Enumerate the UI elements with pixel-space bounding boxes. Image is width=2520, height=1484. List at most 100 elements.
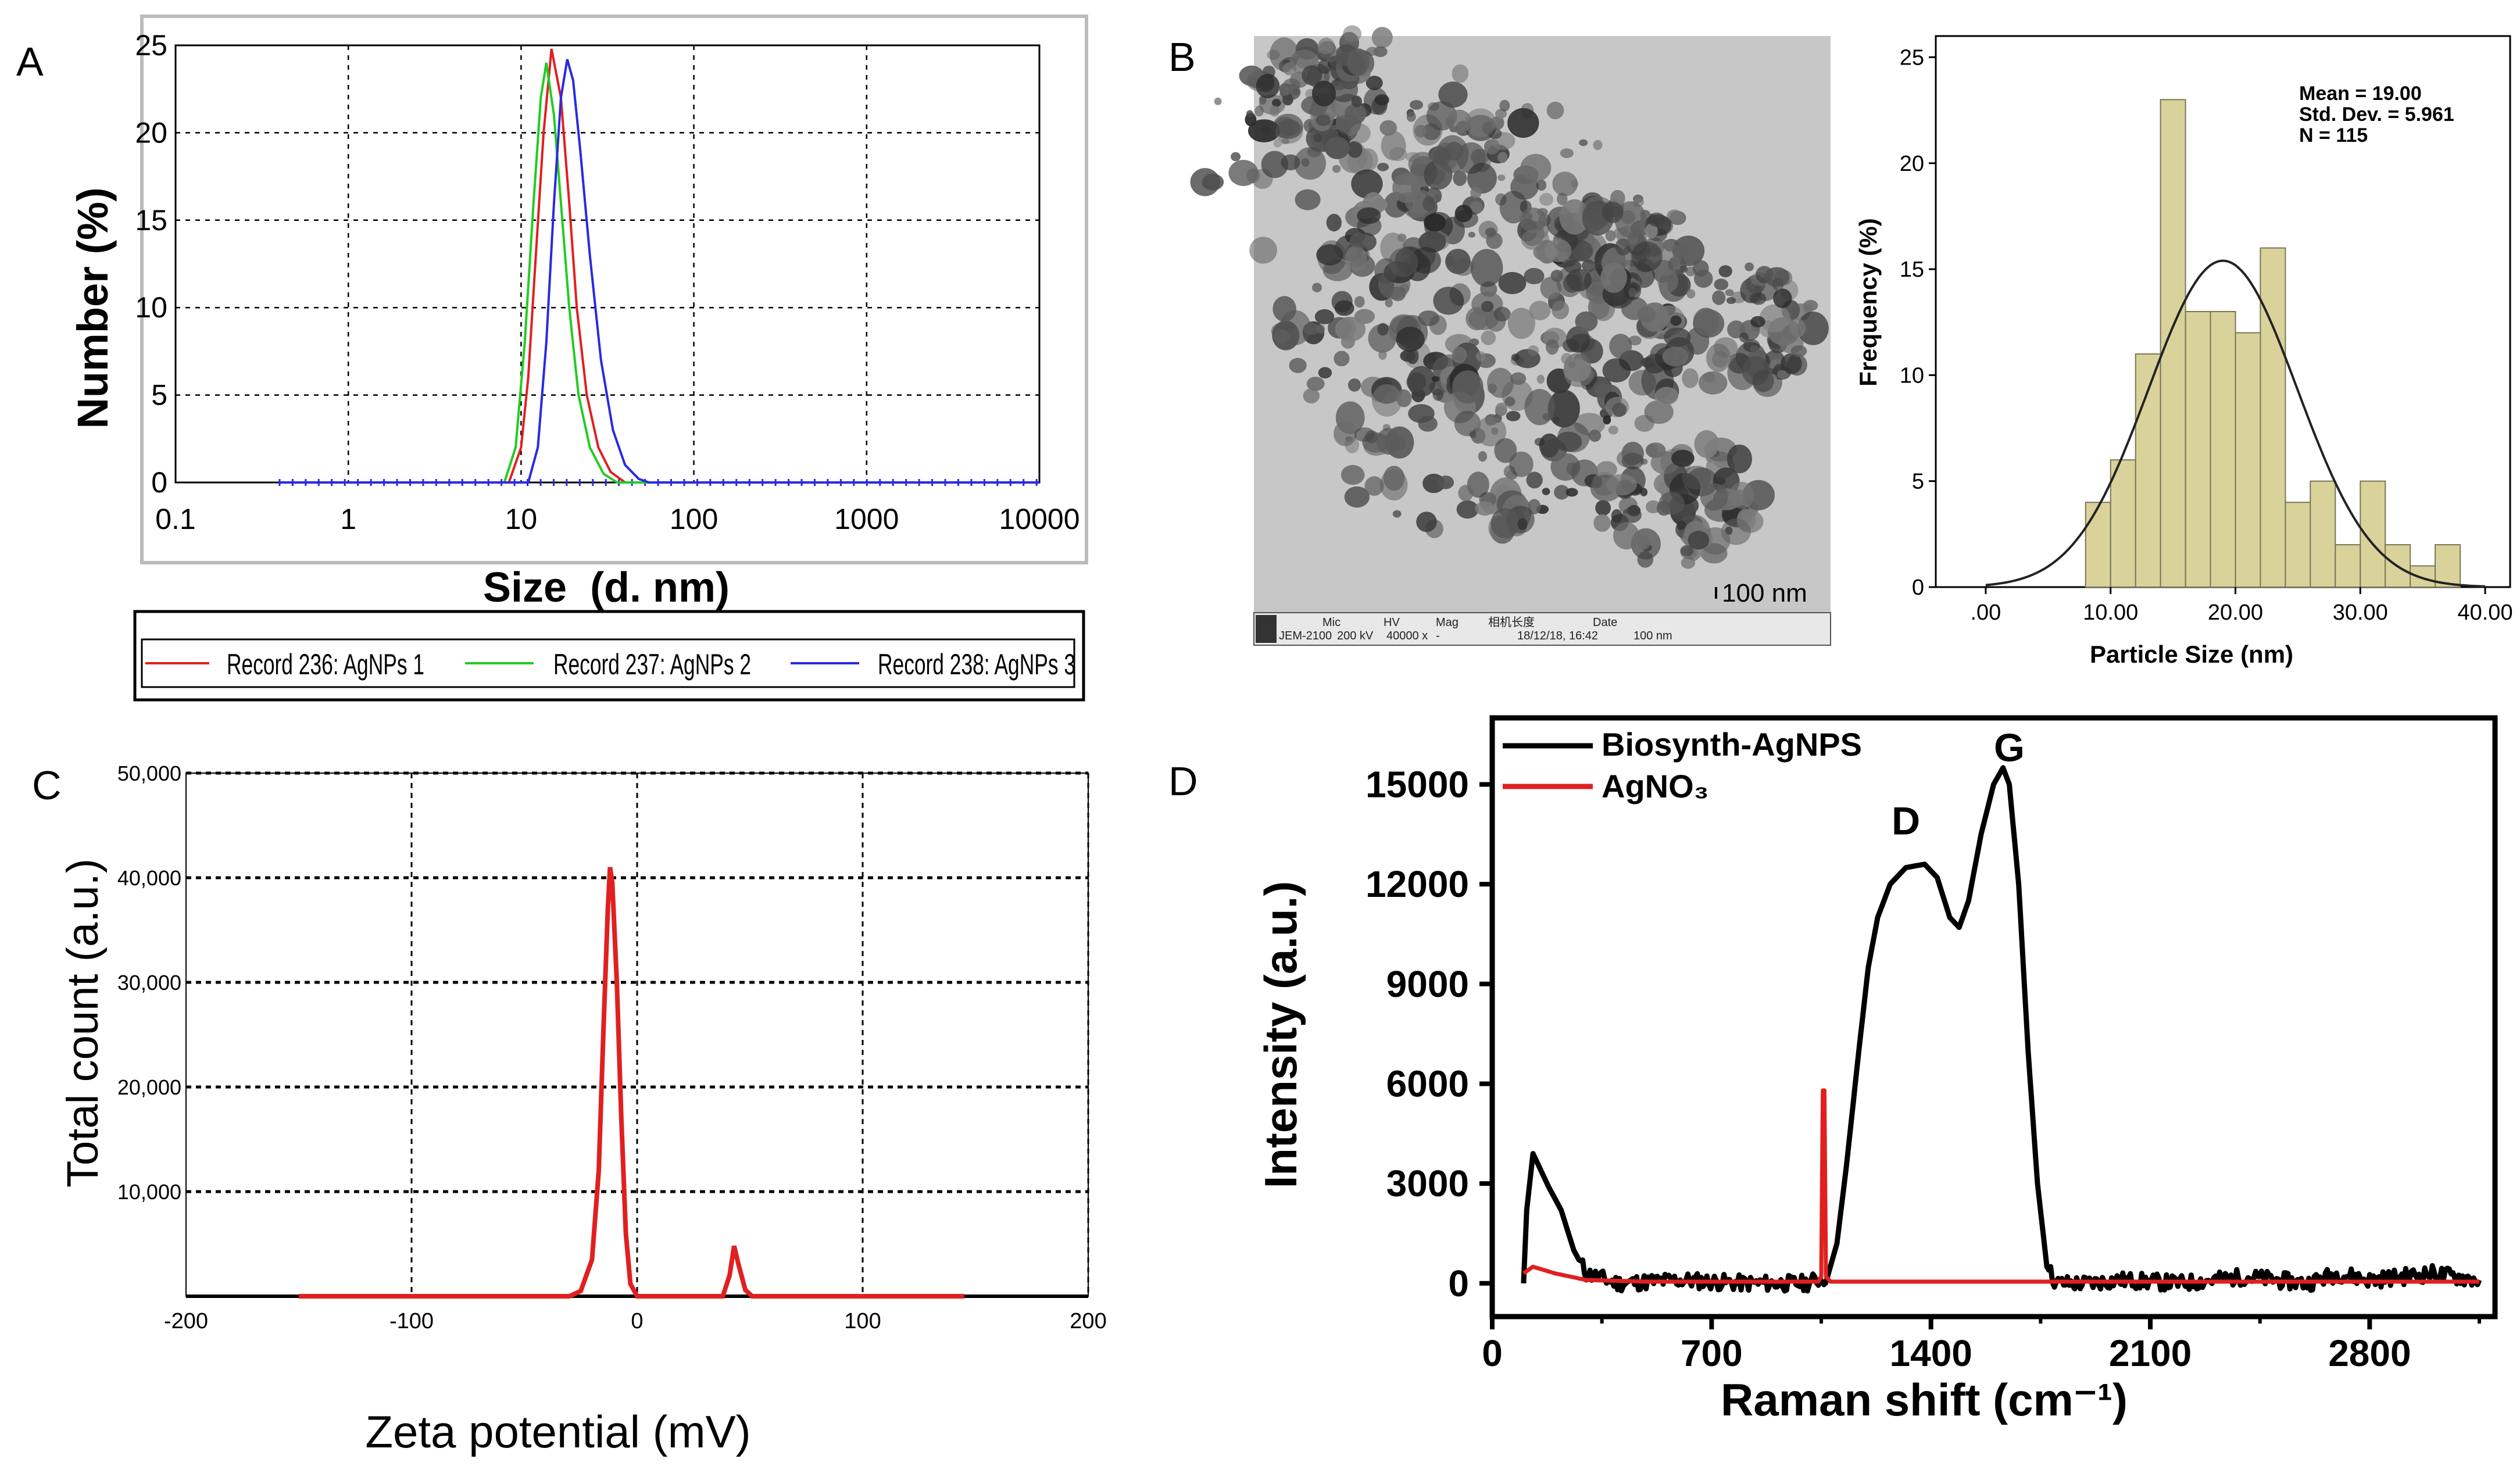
nanoparticle bbox=[1554, 485, 1570, 500]
nanoparticle bbox=[1645, 442, 1666, 458]
nanoparticle bbox=[1475, 416, 1507, 446]
nanoparticle bbox=[1499, 191, 1528, 224]
histogram-bar bbox=[2160, 99, 2186, 588]
histogram-bar bbox=[2110, 459, 2136, 588]
nanoparticle bbox=[1714, 278, 1729, 291]
tem-micrograph: 100 nm Mic HV Mag 相机长度 Date JEM-2100 200 kV 400… bbox=[1190, 25, 1831, 646]
scale-bar: 100 nm bbox=[1715, 579, 1807, 607]
x-tick-label-a: 0.1 bbox=[155, 503, 196, 535]
nanoparticle bbox=[1506, 410, 1521, 421]
nanoparticle bbox=[1383, 466, 1405, 491]
x-axis-label-d: Raman shift (cm⁻¹) bbox=[1721, 1374, 2128, 1425]
histogram-bar bbox=[2435, 544, 2461, 588]
y-tick-label-b: 5 bbox=[1912, 470, 1924, 494]
nanoparticle bbox=[1507, 108, 1539, 138]
nanoparticle bbox=[1406, 111, 1416, 122]
nanoparticle bbox=[1254, 105, 1264, 117]
nanoparticle bbox=[1529, 301, 1551, 320]
nanoparticle bbox=[1490, 508, 1520, 539]
nanoparticle bbox=[1341, 464, 1365, 485]
nanoparticle bbox=[1517, 518, 1528, 530]
y-tick-label-c: 30,000 bbox=[117, 971, 181, 995]
nanoparticle bbox=[1679, 265, 1688, 273]
histogram-bar bbox=[2210, 311, 2236, 588]
scale-bar-label: 100 nm bbox=[1722, 579, 1807, 607]
nanoparticle bbox=[1593, 140, 1603, 151]
nanoparticle bbox=[1318, 367, 1332, 379]
nanoparticle bbox=[1540, 277, 1561, 299]
nanoparticle bbox=[1289, 357, 1307, 373]
nanoparticle bbox=[1385, 426, 1414, 459]
y-tick-label-d: 9000 bbox=[1386, 963, 1469, 1005]
histogram-bar bbox=[2310, 480, 2336, 588]
y-tick-label-c: 50,000 bbox=[117, 761, 181, 785]
panel-label-c: C bbox=[32, 763, 62, 808]
nanoparticle bbox=[1657, 482, 1669, 494]
x-axis-label-c: Zeta potential (mV) bbox=[365, 1406, 750, 1457]
y-tick-label-a: 0 bbox=[151, 466, 167, 499]
legend-label-record-238: Record 238: AgNPs 3 bbox=[878, 648, 1075, 681]
nanoparticle bbox=[1437, 475, 1454, 489]
nanoparticle bbox=[1750, 316, 1765, 328]
nanoparticle bbox=[1256, 74, 1280, 98]
tem-info-value: JEM-2100 bbox=[1279, 630, 1332, 642]
x-tick-label-d: 700 bbox=[1681, 1332, 1743, 1374]
nanoparticle bbox=[1456, 500, 1479, 519]
nanoparticle bbox=[1605, 230, 1616, 242]
nanoparticle bbox=[1464, 108, 1496, 137]
histogram-bar bbox=[2335, 544, 2361, 588]
nanoparticle bbox=[1526, 471, 1543, 489]
nanoparticle bbox=[1575, 311, 1598, 332]
nanoparticle bbox=[1694, 430, 1720, 458]
nanoparticle bbox=[1452, 64, 1469, 83]
nanoparticle bbox=[1647, 212, 1665, 227]
nanoparticle bbox=[1566, 269, 1592, 292]
y-axis-label-a: Number (%) bbox=[69, 187, 117, 428]
y-tick-label-c: 20,000 bbox=[117, 1075, 181, 1099]
nanoparticle bbox=[1335, 316, 1366, 342]
nanoparticle bbox=[1334, 351, 1350, 367]
x-tick-label-b: 10.00 bbox=[2083, 600, 2138, 625]
nanoparticle bbox=[1692, 260, 1709, 277]
nanoparticle bbox=[1602, 201, 1624, 223]
nanoparticle bbox=[1470, 187, 1482, 199]
nanoparticle bbox=[1750, 345, 1758, 352]
nanoparticle bbox=[1345, 245, 1367, 271]
nanoparticle bbox=[1559, 199, 1590, 235]
nanoparticle bbox=[1637, 306, 1656, 323]
nanoparticle bbox=[1509, 451, 1534, 477]
nanoparticle bbox=[1759, 304, 1790, 333]
nanoparticle bbox=[1314, 309, 1335, 324]
nanoparticle bbox=[1527, 345, 1539, 356]
nanoparticle bbox=[1498, 271, 1527, 295]
y-tick-label-a: 10 bbox=[135, 291, 167, 324]
nanoparticle bbox=[1499, 99, 1510, 112]
x-tick-label-b: .00 bbox=[1970, 600, 2001, 625]
nanoparticle bbox=[1628, 288, 1637, 298]
x-tick-label-c: -200 bbox=[164, 1309, 208, 1333]
nanoparticle bbox=[1557, 422, 1590, 453]
nanoparticle bbox=[1416, 512, 1437, 532]
nanoparticle bbox=[1351, 169, 1383, 199]
nanoparticle bbox=[1347, 141, 1363, 158]
nanoparticle bbox=[1524, 267, 1545, 285]
tem-info-value: 40000 x bbox=[1386, 630, 1428, 642]
nanoparticle bbox=[1582, 259, 1596, 272]
nanoparticle bbox=[1249, 237, 1278, 264]
x-tick-label-a: 10 bbox=[505, 503, 538, 535]
nanoparticle bbox=[1667, 209, 1682, 222]
nanoparticle bbox=[1644, 400, 1674, 424]
nanoparticle bbox=[1371, 27, 1393, 48]
nanoparticle bbox=[1364, 87, 1388, 115]
nanoparticle bbox=[1539, 193, 1553, 206]
x-tick-label-a: 100 bbox=[670, 503, 718, 535]
nanoparticle bbox=[1354, 427, 1375, 442]
stats-mean: Mean = 19.00 bbox=[2299, 83, 2422, 105]
nanoparticle bbox=[1378, 349, 1387, 360]
nanoparticle bbox=[1727, 444, 1752, 474]
y-tick-label-d: 3000 bbox=[1386, 1163, 1469, 1204]
nanoparticle bbox=[1377, 163, 1389, 171]
nanoparticle bbox=[1478, 451, 1488, 462]
